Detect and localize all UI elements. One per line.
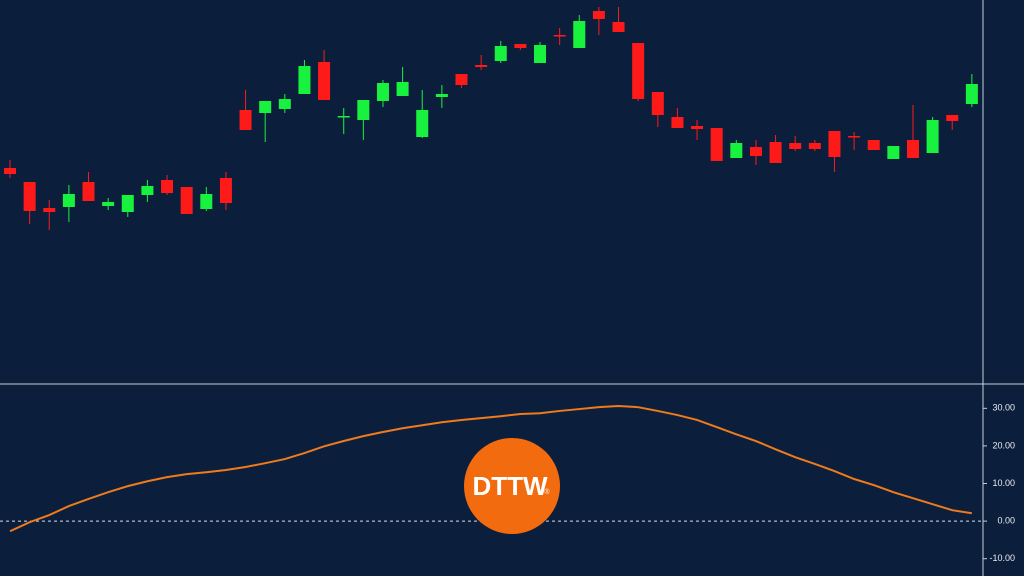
candle-body	[926, 120, 939, 153]
candle-body	[965, 84, 978, 104]
candle-body	[62, 194, 75, 207]
candle-body	[318, 62, 331, 100]
candle-body	[435, 94, 448, 97]
candle-body	[200, 194, 213, 209]
candle-body	[82, 182, 95, 201]
candle-body	[769, 142, 782, 163]
candle-body	[337, 116, 350, 118]
candle-body	[239, 110, 252, 130]
candle-body	[808, 143, 821, 149]
candle-body	[23, 182, 36, 211]
candle-body	[376, 83, 389, 101]
candle-body	[789, 143, 802, 149]
candle-body	[887, 146, 900, 159]
candle-body	[651, 92, 664, 115]
logo-registered: ®	[544, 488, 550, 496]
watermark: DTTW ®	[464, 438, 560, 534]
candle-body	[259, 101, 272, 113]
plot-area: 30.00 20.00 10.00 0.00 -10.00	[0, 7, 1015, 563]
logo-circle	[464, 438, 560, 534]
candle-body	[906, 140, 919, 158]
indicator-line	[9, 405, 973, 533]
candle-body	[278, 99, 291, 109]
candle-body	[357, 100, 370, 120]
y-tick-label: 30.00	[992, 403, 1015, 413]
y-tick-label: -10.00	[989, 553, 1015, 563]
candle-body	[416, 110, 429, 137]
candle-body	[494, 46, 507, 61]
candle-body	[828, 131, 841, 157]
candle-body	[573, 21, 586, 48]
candle-body	[298, 66, 311, 94]
candle-body	[671, 117, 684, 128]
candle-body	[691, 126, 704, 129]
candle-body	[455, 74, 468, 85]
candle-body	[43, 208, 56, 212]
candle-body	[946, 115, 959, 121]
candle-body	[867, 140, 880, 150]
candle-body	[534, 45, 547, 63]
candle-body	[102, 202, 115, 206]
candle-body	[180, 187, 193, 214]
candle-body	[632, 43, 645, 99]
y-tick-label: 10.00	[992, 478, 1015, 488]
y-tick-label: 0.00	[997, 515, 1015, 525]
logo-text: DTTW	[472, 471, 548, 501]
candle-body	[4, 168, 16, 174]
candle-body	[141, 186, 154, 195]
candle-body	[514, 44, 527, 48]
candle-body	[710, 128, 723, 161]
candle-body	[475, 65, 488, 67]
candle-body	[121, 195, 134, 212]
candle-body	[749, 147, 762, 156]
candle-body	[219, 178, 232, 203]
candle-body	[396, 82, 409, 96]
candle-body	[730, 143, 743, 158]
y-tick-label: 20.00	[992, 440, 1015, 450]
candle-body	[848, 136, 861, 138]
candle-body	[592, 11, 605, 19]
candle-body	[161, 180, 174, 193]
candle-body	[612, 22, 625, 32]
candle-body	[553, 35, 566, 37]
